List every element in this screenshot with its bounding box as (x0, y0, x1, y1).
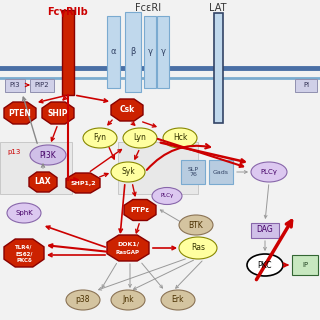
Text: ES62/: ES62/ (15, 252, 33, 257)
Text: PI3K: PI3K (40, 150, 56, 159)
Text: Jnk: Jnk (122, 295, 134, 305)
Text: LAT: LAT (209, 3, 227, 13)
Ellipse shape (161, 290, 195, 310)
Text: Gads: Gads (213, 170, 229, 174)
Ellipse shape (251, 162, 287, 182)
Ellipse shape (30, 145, 66, 165)
Text: SphK: SphK (15, 210, 33, 216)
Text: FcεRI: FcεRI (135, 3, 161, 13)
FancyBboxPatch shape (209, 160, 233, 184)
Polygon shape (4, 102, 36, 124)
Text: SHIP: SHIP (48, 108, 68, 117)
Ellipse shape (7, 203, 41, 223)
FancyBboxPatch shape (157, 16, 169, 88)
Ellipse shape (179, 215, 213, 235)
Text: p13: p13 (7, 149, 21, 155)
Text: Syk: Syk (121, 167, 135, 177)
Ellipse shape (111, 162, 145, 182)
FancyBboxPatch shape (144, 16, 156, 88)
Text: PTPε: PTPε (131, 207, 149, 213)
Ellipse shape (123, 128, 157, 148)
FancyBboxPatch shape (118, 142, 198, 194)
Text: PI3: PI3 (10, 82, 20, 88)
Text: DOK1/: DOK1/ (117, 242, 139, 246)
Text: PKCδ: PKCδ (16, 259, 32, 263)
Ellipse shape (66, 290, 100, 310)
FancyBboxPatch shape (295, 78, 317, 92)
Text: Lyn: Lyn (133, 133, 147, 142)
FancyBboxPatch shape (181, 160, 205, 184)
Polygon shape (107, 235, 149, 261)
Ellipse shape (152, 188, 182, 204)
Ellipse shape (163, 128, 197, 148)
Polygon shape (111, 99, 143, 121)
Text: PTEN: PTEN (9, 108, 31, 117)
Text: β: β (130, 47, 136, 57)
Text: SLP
76: SLP 76 (188, 167, 198, 177)
Polygon shape (66, 173, 100, 193)
Text: p38: p38 (76, 295, 90, 305)
Text: SHP1,2: SHP1,2 (70, 180, 96, 186)
Text: IP: IP (302, 262, 308, 268)
Text: PIP2: PIP2 (35, 82, 49, 88)
FancyBboxPatch shape (5, 78, 25, 92)
Ellipse shape (83, 128, 117, 148)
FancyBboxPatch shape (125, 12, 141, 92)
Text: RasGAP: RasGAP (116, 251, 140, 255)
Ellipse shape (179, 237, 217, 259)
FancyBboxPatch shape (251, 222, 279, 237)
FancyBboxPatch shape (292, 255, 318, 275)
Ellipse shape (111, 290, 145, 310)
Text: Fyn: Fyn (93, 133, 107, 142)
Text: DAG: DAG (257, 226, 273, 235)
Text: BTK: BTK (188, 220, 204, 229)
Ellipse shape (247, 254, 283, 276)
Text: PLCγ: PLCγ (260, 169, 277, 175)
Text: Erk: Erk (172, 295, 184, 305)
FancyBboxPatch shape (30, 78, 54, 92)
Text: PI: PI (303, 82, 309, 88)
Polygon shape (29, 172, 57, 192)
Text: TLR4/: TLR4/ (15, 244, 33, 250)
Text: PLCγ: PLCγ (160, 194, 174, 198)
FancyBboxPatch shape (62, 10, 74, 94)
Text: γ: γ (161, 47, 165, 57)
Text: α: α (110, 47, 116, 57)
Text: Ras: Ras (191, 244, 205, 252)
Polygon shape (124, 199, 156, 220)
Text: PKC: PKC (258, 260, 272, 269)
FancyBboxPatch shape (0, 142, 72, 194)
Text: Csk: Csk (119, 106, 135, 115)
Text: Hck: Hck (173, 133, 187, 142)
Text: FcγRIIb: FcγRIIb (48, 7, 88, 17)
Text: γ: γ (148, 47, 153, 57)
Polygon shape (4, 239, 44, 267)
FancyBboxPatch shape (107, 16, 119, 88)
Text: LAX: LAX (35, 178, 51, 187)
Polygon shape (42, 102, 74, 124)
FancyBboxPatch shape (213, 13, 222, 123)
